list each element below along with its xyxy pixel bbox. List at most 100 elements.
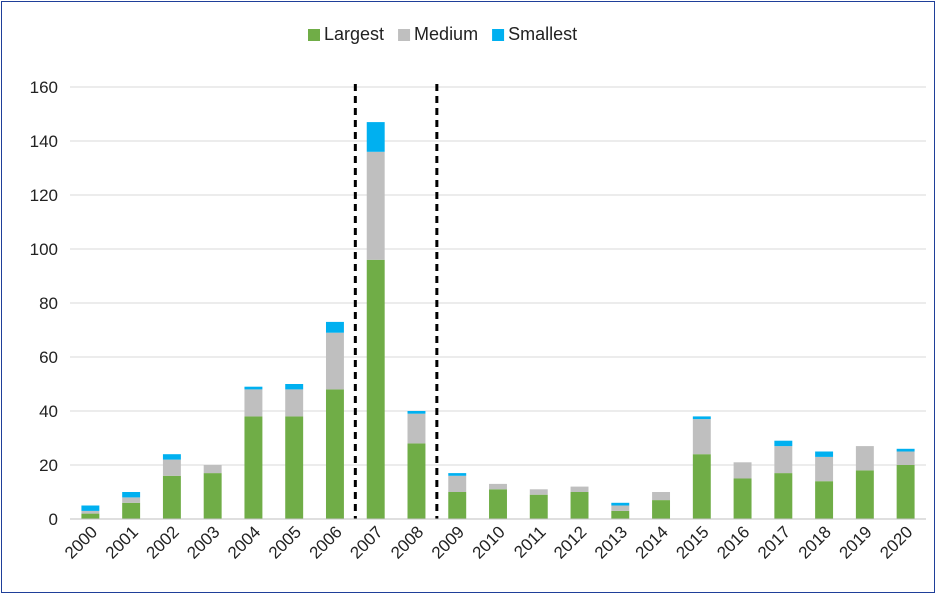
bar-smallest-2013	[611, 502, 630, 506]
bar-medium-2009	[448, 475, 467, 492]
y-tick-label: 100	[30, 240, 58, 259]
x-tick-label: 2020	[876, 522, 916, 562]
bar-smallest-2005	[285, 384, 304, 390]
x-tick-label: 2008	[387, 522, 427, 562]
bar-smallest-2000	[81, 505, 100, 511]
bar-smallest-2017	[774, 440, 793, 447]
period-dividers	[353, 84, 439, 519]
bar-largest-2000	[81, 513, 100, 519]
bar-medium-2006	[325, 332, 344, 390]
bar-largest-2020	[896, 465, 915, 519]
bar-smallest-2004	[244, 386, 263, 390]
y-tick-label: 40	[39, 402, 58, 421]
bar-medium-2002	[162, 459, 181, 476]
x-tick-label: 2002	[143, 522, 183, 562]
bar-smallest-2006	[325, 321, 344, 333]
x-tick-label: 2005	[265, 522, 305, 562]
bar-largest-2013	[611, 510, 630, 519]
legend-label-largest: Largest	[324, 24, 384, 44]
x-tick-label: 2006	[306, 522, 346, 562]
bar-medium-2014	[652, 492, 671, 501]
legend-label-smallest: Smallest	[508, 24, 577, 44]
legend: Largest Medium Smallest	[308, 24, 577, 44]
bar-largest-2014	[652, 500, 671, 519]
bar-medium-2007	[366, 151, 385, 260]
y-axis-ticks: 0 20 40 60 80 100 120 140 160	[30, 78, 58, 529]
y-tick-label: 20	[39, 456, 58, 475]
x-tick-label: 2015	[672, 522, 712, 562]
x-tick-label: 2007	[346, 522, 386, 562]
x-tick-label: 2016	[713, 522, 753, 562]
bar-medium-2008	[407, 413, 426, 444]
bar-largest-2010	[489, 489, 507, 519]
bar-medium-2018	[815, 456, 834, 482]
bar-largest-2011	[529, 494, 548, 519]
y-tick-label: 0	[49, 510, 58, 529]
x-tick-label: 2009	[428, 522, 468, 562]
x-tick-label: 2014	[632, 522, 672, 562]
bar-largest-2003	[203, 473, 222, 519]
x-tick-label: 2000	[61, 522, 101, 562]
bar-smallest-2002	[162, 454, 181, 460]
x-tick-label: 2003	[183, 522, 223, 562]
legend-label-medium: Medium	[414, 24, 478, 44]
bar-medium-2019	[855, 446, 874, 471]
x-tick-label: 2018	[795, 522, 835, 562]
bar-smallest-2008	[407, 411, 426, 414]
x-tick-label: 2012	[550, 522, 590, 562]
bar-smallest-2020	[896, 448, 915, 452]
x-tick-label: 2011	[510, 522, 549, 561]
bar-largest-2017	[774, 473, 793, 519]
bar-largest-2007	[366, 259, 385, 519]
bar-largest-2004	[244, 416, 263, 519]
x-tick-label: 2010	[469, 522, 509, 562]
x-axis-ticks: 2000 2001 2002 2003 2004 2005 2006 2007 2008 2009…	[61, 522, 916, 562]
bar-medium-2017	[774, 446, 793, 474]
y-tick-label: 80	[39, 294, 58, 313]
x-tick-label: 2001	[102, 522, 142, 562]
y-tick-label: 60	[39, 348, 58, 367]
bar-smallest-2007	[366, 122, 385, 152]
bar-medium-2003	[203, 465, 222, 474]
legend-swatch-medium	[398, 29, 411, 41]
bars	[81, 122, 915, 519]
bar-medium-2001	[122, 497, 141, 503]
x-tick-label: 2013	[591, 522, 631, 562]
x-tick-label: 2004	[224, 522, 264, 562]
bar-medium-2020	[896, 451, 915, 465]
bar-largest-2015	[692, 454, 711, 519]
bar-smallest-2001	[122, 492, 141, 498]
bar-largest-2008	[407, 443, 426, 519]
bar-smallest-2015	[692, 416, 711, 420]
bar-medium-2013	[611, 505, 630, 511]
bar-largest-2012	[570, 492, 589, 519]
gridlines	[70, 86, 926, 466]
bar-medium-2015	[692, 419, 711, 455]
bar-medium-2012	[570, 486, 589, 492]
bar-largest-2018	[815, 481, 834, 519]
bar-medium-2004	[244, 389, 263, 417]
legend-swatch-smallest	[492, 29, 505, 41]
bar-medium-2016	[733, 462, 752, 479]
y-tick-label: 120	[30, 186, 58, 205]
bar-largest-2002	[162, 475, 181, 519]
bar-largest-2006	[325, 389, 344, 519]
legend-swatch-largest	[308, 29, 320, 41]
y-tick-label: 160	[30, 78, 58, 97]
y-tick-label: 140	[30, 132, 58, 151]
bar-medium-2005	[285, 389, 304, 417]
bar-medium-2010	[489, 483, 507, 490]
bar-smallest-2009	[448, 473, 467, 476]
bar-largest-2009	[448, 492, 467, 519]
bar-medium-2000	[81, 510, 100, 514]
bar-largest-2005	[285, 416, 304, 519]
bar-medium-2011	[529, 489, 548, 495]
x-tick-label: 2019	[836, 522, 876, 562]
bar-smallest-2018	[815, 451, 834, 457]
bar-largest-2019	[855, 470, 874, 519]
bar-largest-2001	[122, 502, 141, 519]
x-tick-label: 2017	[754, 522, 794, 562]
bar-largest-2016	[733, 478, 752, 519]
